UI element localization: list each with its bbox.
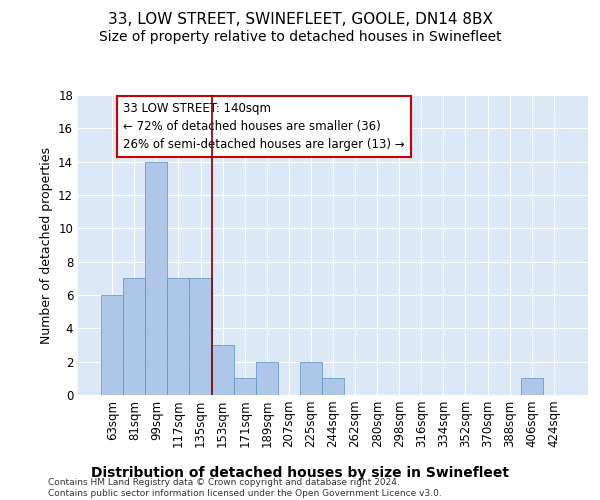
Bar	[322, 378, 344, 395]
Bar	[101, 295, 123, 395]
Text: 33 LOW STREET: 140sqm
← 72% of detached houses are smaller (36)
26% of semi-deta: 33 LOW STREET: 140sqm ← 72% of detached …	[123, 102, 405, 150]
Bar	[300, 362, 322, 395]
Bar	[233, 378, 256, 395]
Y-axis label: Number of detached properties: Number of detached properties	[40, 146, 53, 344]
Bar	[190, 278, 212, 395]
Bar	[256, 362, 278, 395]
Text: 33, LOW STREET, SWINEFLEET, GOOLE, DN14 8BX: 33, LOW STREET, SWINEFLEET, GOOLE, DN14 …	[107, 12, 493, 28]
Bar	[521, 378, 543, 395]
Bar	[212, 345, 233, 395]
Bar	[167, 278, 190, 395]
Text: Distribution of detached houses by size in Swinefleet: Distribution of detached houses by size …	[91, 466, 509, 479]
Bar	[145, 162, 167, 395]
Bar	[123, 278, 145, 395]
Text: Size of property relative to detached houses in Swinefleet: Size of property relative to detached ho…	[98, 30, 502, 44]
Text: Contains HM Land Registry data © Crown copyright and database right 2024.
Contai: Contains HM Land Registry data © Crown c…	[48, 478, 442, 498]
